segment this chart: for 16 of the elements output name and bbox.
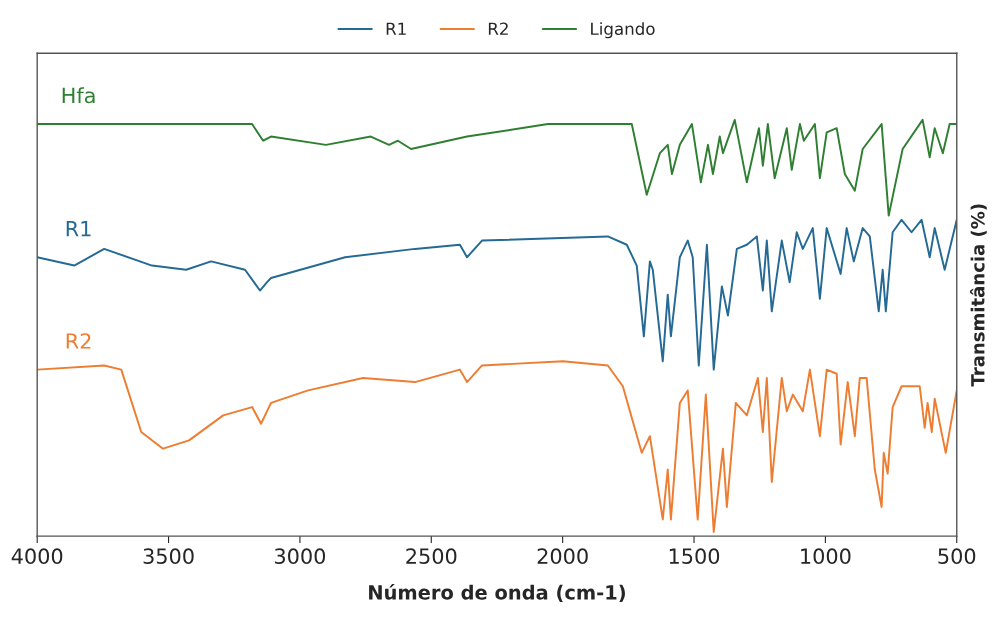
- x-axis-title: Número de onda (cm-1): [369, 583, 625, 603]
- annotation: R2: [66, 333, 91, 349]
- annotation: R1: [66, 221, 91, 237]
- legend-label: R2: [488, 22, 508, 35]
- x-tick-label: 500: [938, 548, 976, 565]
- legend-label: R1: [386, 22, 406, 35]
- x-tick-label: 2500: [406, 548, 457, 565]
- x-tick-label: 2000: [537, 548, 588, 565]
- y-axis-title: Transmitância (%): [969, 204, 987, 387]
- legend-label: Ligando: [591, 22, 655, 39]
- x-tick-label: 1000: [801, 548, 851, 565]
- x-tick-label: 3000: [275, 548, 326, 565]
- x-tick-label: 1500: [669, 548, 720, 565]
- text: Hfa: [62, 87, 95, 104]
- x-tick-label: 3500: [143, 548, 194, 565]
- x-tick-label: 4000: [11, 548, 63, 565]
